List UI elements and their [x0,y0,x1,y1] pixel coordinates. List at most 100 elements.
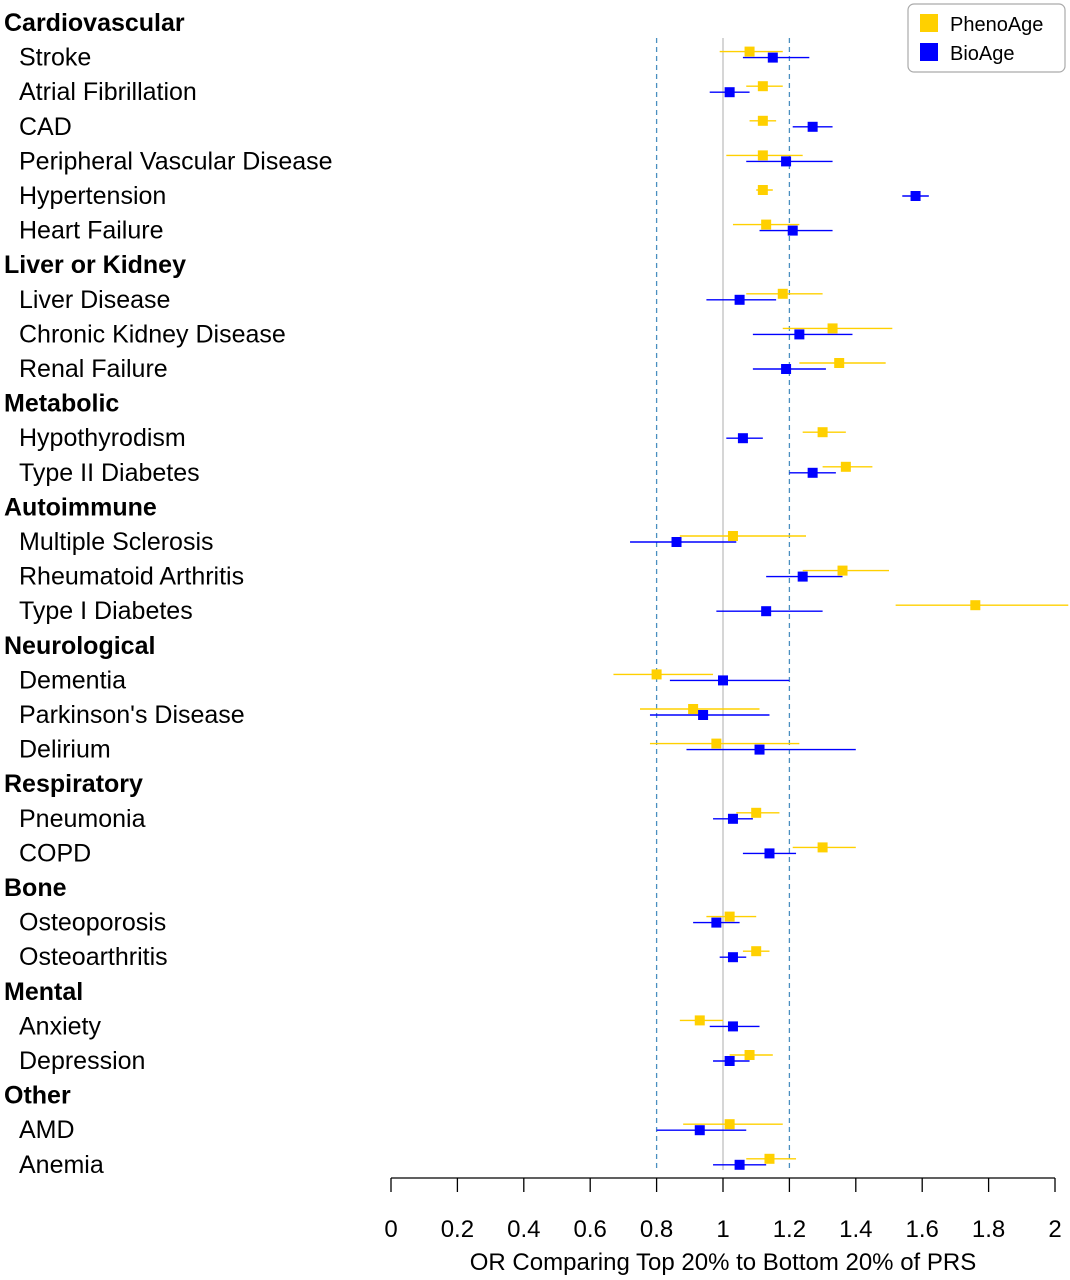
bioage-point-3-0 [671,537,682,547]
x-tick-label-2: 0.4 [507,1216,540,1243]
phenoage-point-7-0 [694,1015,705,1026]
row-label-3-0: Multiple Sclerosis [19,528,214,556]
x-tick-label-9: 1.8 [972,1216,1005,1243]
group-label-5: Respiratory [4,770,143,798]
row-label-3-1: Rheumatoid Arthritis [19,563,244,591]
phenoage-point-3-2 [970,600,981,611]
phenoage-point-2-0 [817,427,828,438]
group-label-0: Cardiovascular [4,9,185,37]
phenoage-point-6-0 [724,911,735,922]
group-label-8: Other [4,1082,71,1110]
bioage-point-0-3 [781,156,792,167]
row-label-4-1: Parkinson's Disease [19,701,245,729]
bioage-point-7-0 [727,1021,738,1032]
x-tick-label-5: 1 [716,1216,729,1243]
row-label-1-1: Chronic Kidney Disease [19,320,286,348]
phenoage-point-0-1 [757,81,768,92]
phenoage-point-0-5 [761,219,772,230]
x-tick-label-3: 0.6 [574,1216,607,1243]
bioage-point-0-1 [724,87,735,98]
row-label-0-3: Peripheral Vascular Disease [19,147,333,175]
bioage-point-0-2 [807,121,818,132]
phenoage-point-7-1 [744,1050,755,1060]
x-tick-label-10: 2 [1048,1216,1061,1243]
phenoage-point-5-1 [817,842,828,853]
phenoage-point-6-1 [751,946,762,957]
row-label-0-5: Heart Failure [19,217,164,245]
x-tick-label-6: 1.2 [773,1216,806,1243]
x-axis: OR Comparing Top 20% to Bottom 20% of PR… [384,1177,1062,1276]
bioage-point-5-1 [764,848,775,859]
bioage-point-1-2 [781,364,792,374]
x-tick-label-0: 0 [384,1216,397,1243]
bioage-point-8-0 [694,1125,705,1136]
row-label-0-1: Atrial Fibrillation [19,78,197,106]
bioage-point-8-1 [734,1159,745,1170]
phenoage-point-4-1 [688,704,699,714]
row-label-0-4: Hypertension [19,182,166,210]
row-label-8-0: AMD [19,1116,75,1144]
bioage-point-2-1 [807,467,818,478]
x-tick-label-1: 0.2 [441,1216,474,1243]
legend-label-bioage: BioAge [950,43,1015,65]
group-label-1: Liver or Kidney [4,251,186,279]
row-label-5-0: Pneumonia [19,805,146,833]
bioage-point-4-2 [754,744,765,755]
row-label-1-2: Renal Failure [19,355,168,383]
bioage-point-3-2 [761,606,772,617]
row-label-4-2: Delirium [19,736,111,764]
bioage-point-5-0 [727,813,738,824]
row-label-8-1: Anemia [19,1151,104,1179]
bioage-point-0-4 [910,191,921,201]
bioage-point-4-0 [718,675,728,686]
phenoage-point-1-1 [827,323,838,334]
bioage-point-6-1 [727,952,738,963]
row-label-2-1: Type II Diabetes [19,459,200,487]
bioage-point-7-1 [724,1056,735,1066]
row-label-6-1: Osteoarthritis [19,943,168,971]
x-tick-label-7: 1.4 [839,1216,872,1243]
row-label-1-0: Liver Disease [19,286,170,314]
x-tick-label-4: 0.8 [640,1216,673,1243]
group-label-2: Metabolic [4,390,119,418]
phenoage-point-5-0 [751,807,762,818]
bioage-point-6-0 [711,917,722,928]
row-label-3-2: Type I Diabetes [19,597,193,625]
phenoage-point-0-2 [757,115,768,126]
bioage-point-3-1 [797,571,808,582]
phenoage-point-0-3 [757,150,768,161]
bioage-point-1-0 [734,294,745,305]
group-label-4: Neurological [4,632,155,660]
group-label-7: Mental [4,978,83,1006]
bioage-point-2-0 [737,433,748,444]
phenoage-point-2-1 [840,461,851,472]
row-label-0-2: CAD [19,113,72,141]
phenoage-point-8-1 [764,1153,775,1164]
group-label-3: Autoimmune [4,493,157,521]
group-label-6: Bone [4,874,67,902]
row-label-4-0: Dementia [19,666,126,694]
reference-lines [655,38,791,1170]
row-label-7-0: Anxiety [19,1012,101,1040]
phenoage-point-3-1 [837,565,848,576]
bioage-point-1-1 [794,329,805,340]
phenoage-point-0-4 [757,185,768,195]
x-tick-label-8: 1.6 [906,1216,939,1243]
phenoage-point-4-0 [651,669,662,680]
bioage-point-0-5 [787,225,798,236]
chart-rows: Cardiovascular Stroke Atrial Fibrillation C… [4,9,1069,1179]
row-label-7-1: Depression [19,1047,145,1075]
legend-label-phenoage: PhenoAge [950,14,1043,36]
phenoage-point-4-2 [711,738,722,749]
phenoage-point-8-0 [724,1119,735,1130]
row-label-0-0: Stroke [19,44,91,72]
bioage-point-0-0 [767,52,778,63]
row-label-2-0: Hypothyrodism [19,424,186,452]
bioage-point-4-1 [698,710,709,720]
phenoage-point-0-0 [744,46,755,57]
phenoage-point-1-0 [777,288,788,299]
legend-swatch-phenoage [920,14,938,32]
phenoage-point-3-0 [727,531,738,541]
x-axis-title: OR Comparing Top 20% to Bottom 20% of PR… [470,1249,976,1276]
